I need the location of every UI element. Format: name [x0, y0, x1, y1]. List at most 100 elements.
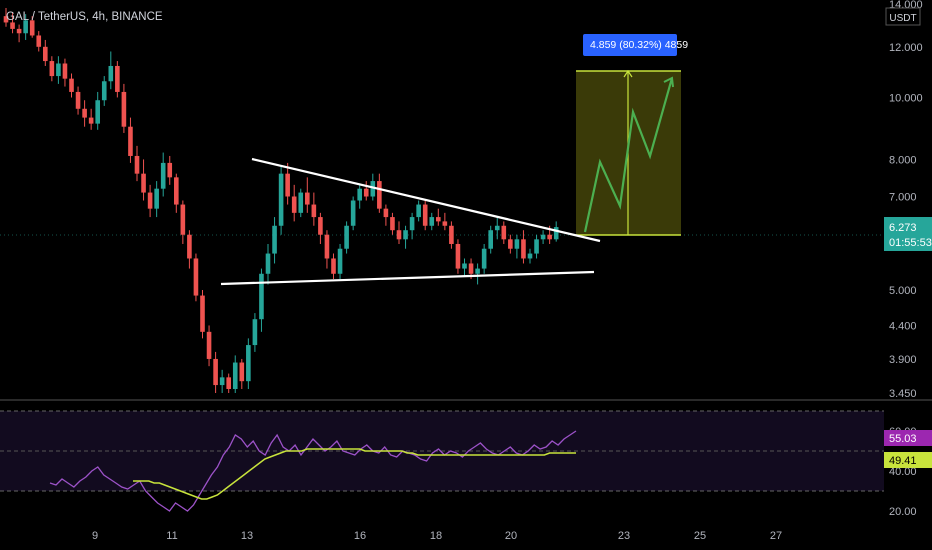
candle-body	[521, 239, 526, 259]
candle-body	[147, 192, 153, 209]
last-price-label: 6.273	[889, 222, 917, 234]
target-badge-bg	[583, 34, 677, 56]
candle-body	[29, 20, 35, 36]
candle-body	[540, 234, 546, 240]
price-tick-label: 4.400	[889, 320, 917, 332]
candle-body	[527, 253, 533, 259]
candle-body	[43, 46, 48, 62]
candle-body	[219, 377, 225, 386]
price-pane	[3, 7, 681, 393]
triangle-trendlines	[220, 157, 601, 286]
candle-body	[23, 20, 28, 34]
candle-body	[514, 239, 520, 249]
candle-body	[3, 16, 9, 23]
candlestick-series	[3, 7, 559, 393]
rsi-pane	[0, 410, 884, 512]
candle-body	[10, 22, 15, 29]
candle-body	[455, 243, 461, 269]
candle-body	[62, 63, 68, 79]
candle-body	[318, 217, 323, 235]
projection-path	[583, 76, 674, 233]
candle-body	[200, 295, 205, 332]
candle-body	[75, 91, 81, 109]
candle-body	[285, 173, 290, 197]
rsi-ma-label: 49.41	[889, 455, 917, 467]
candle-body	[501, 225, 507, 240]
candle-body	[95, 100, 100, 124]
candle-body	[278, 173, 284, 226]
candle-body	[311, 204, 317, 218]
candle-body	[272, 225, 277, 254]
candle-body	[462, 263, 467, 269]
rsi-tick-label: 40.00	[889, 466, 917, 478]
candle-body	[187, 234, 192, 259]
candle-body	[160, 162, 166, 189]
candle-body	[206, 331, 212, 359]
candle-body	[252, 319, 258, 346]
candle-body	[508, 239, 513, 249]
target-zone	[576, 34, 681, 236]
candle-body	[49, 61, 55, 77]
candle-body	[128, 126, 133, 156]
candle-body	[305, 192, 310, 205]
candle-body	[167, 162, 173, 178]
candle-body	[468, 263, 474, 274]
last-price-tag	[884, 217, 932, 251]
price-tick-label: 14.000	[889, 0, 923, 11]
chart-title: GAL / TetherUS, 4h, BINANCE	[6, 11, 163, 23]
candle-body	[534, 239, 539, 254]
currency-box	[885, 7, 921, 26]
candle-body	[396, 230, 402, 240]
candle-body	[174, 177, 179, 205]
price-tick-label: 7.000	[889, 192, 917, 204]
candle-body	[193, 258, 199, 296]
rsi-line	[49, 430, 577, 512]
candle-body	[403, 230, 408, 240]
target-label: 4.859 (80.32%) 4859	[590, 39, 689, 51]
candle-body	[180, 204, 186, 235]
x-tick-label: 20	[505, 530, 517, 542]
candle-body	[88, 117, 94, 124]
candle-body	[442, 221, 448, 226]
candle-body	[337, 248, 343, 274]
price-tick-label: 8.000	[889, 154, 917, 166]
candle-body	[422, 204, 428, 226]
candle-body	[488, 230, 493, 249]
candle-body	[494, 225, 500, 231]
candle-body	[357, 188, 362, 201]
candle-body	[108, 65, 114, 82]
price-tick-label: 10.000	[889, 92, 923, 104]
candle-body	[383, 208, 389, 218]
upper-trendline	[251, 157, 601, 243]
grid-lines	[0, 234, 932, 401]
candle-body	[390, 217, 395, 231]
candle-body	[246, 345, 251, 382]
lower-trendline	[220, 270, 595, 286]
candle-body	[436, 217, 441, 222]
candle-body	[298, 192, 304, 213]
candle-body	[69, 78, 74, 92]
candle-body	[363, 188, 369, 197]
price-tick-label: 3.900	[889, 354, 917, 366]
x-tick-label: 27	[770, 530, 782, 542]
axes: 9 11 13 16 18 20 23 25 27 14.000 12.000 10.000 8.000…	[92, 0, 932, 542]
candle-body	[547, 234, 552, 240]
x-tick-label: 25	[694, 530, 706, 542]
candle-body	[449, 225, 454, 244]
candle-body	[553, 227, 559, 240]
candle-body	[101, 81, 107, 101]
rsi-value-tag	[884, 430, 932, 446]
x-tick-label: 16	[354, 530, 366, 542]
x-tick-label: 13	[241, 530, 253, 542]
rsi-tick-label: 20.00	[889, 506, 917, 518]
candle-body	[331, 258, 336, 274]
candle-body	[226, 377, 231, 390]
currency-label: USDT	[889, 13, 916, 24]
candle-body	[429, 217, 435, 226]
candle-body	[239, 362, 245, 382]
candle-body	[82, 108, 87, 118]
candle-body	[213, 358, 218, 386]
candle-body	[416, 204, 421, 218]
x-tick-label: 11	[166, 530, 177, 542]
